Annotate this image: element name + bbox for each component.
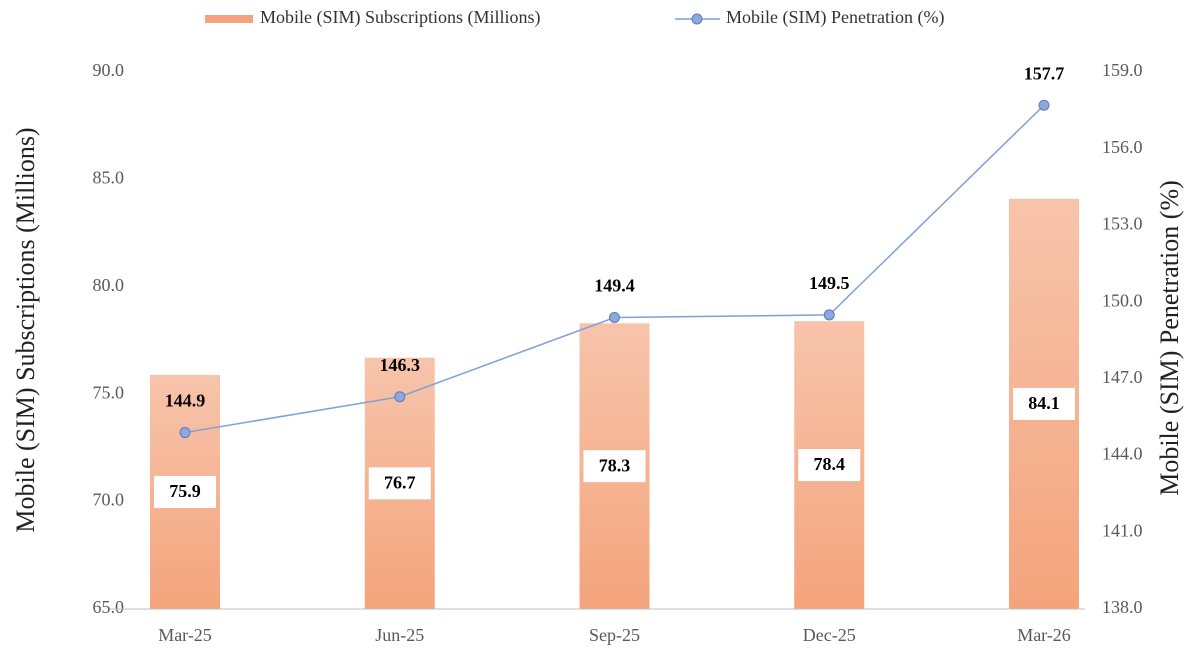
y-tick-label: 90.0	[93, 60, 125, 80]
y2-tick-label: 150.0	[1102, 290, 1143, 310]
y2-tick-label: 159.0	[1102, 60, 1143, 80]
line-label: 157.7	[1024, 63, 1065, 83]
line-marker	[179, 427, 191, 439]
bar-label: 78.4	[814, 454, 846, 474]
y2-tick-label: 141.0	[1102, 520, 1143, 540]
y-tick-label: 85.0	[93, 168, 125, 188]
y-tick-label: 75.0	[93, 382, 125, 402]
x-tick-label: Jun-25	[375, 625, 424, 645]
x-tick-label: Dec-25	[803, 625, 856, 645]
bar-label-box	[798, 449, 861, 482]
legend-swatch	[205, 15, 253, 23]
y-tick-label: 70.0	[93, 490, 125, 510]
y-tick-label: 80.0	[93, 275, 125, 295]
line-label: 144.9	[165, 391, 206, 411]
legend-label: Mobile (SIM) Subscriptions (Millions)	[260, 7, 541, 28]
line-marker	[823, 309, 835, 321]
line-label: 146.3	[380, 355, 421, 375]
y2-tick-label: 144.0	[1102, 444, 1143, 464]
legend-label: Mobile (SIM) Penetration (%)	[726, 7, 944, 28]
line-label: 149.4	[594, 276, 635, 296]
bar-label: 78.3	[599, 455, 631, 475]
line-marker	[1038, 99, 1050, 111]
legend-swatch	[691, 13, 703, 25]
line-label: 149.5	[809, 273, 850, 293]
y2-axis-title: Mobile (SIM) Penetration (%)	[1155, 180, 1184, 496]
bar-label-box	[368, 467, 431, 500]
bar-label-box	[1013, 387, 1075, 420]
x-tick-label: Mar-25	[158, 625, 212, 645]
bar-label: 75.9	[169, 481, 201, 501]
y2-tick-label: 153.0	[1102, 214, 1143, 234]
x-tick-label: Sep-25	[589, 625, 640, 645]
bar-label-box	[154, 475, 216, 508]
y-tick-label: 65.0	[93, 597, 125, 617]
line-marker	[394, 391, 406, 403]
bar-label: 84.1	[1028, 393, 1060, 413]
x-tick-label: Mar-26	[1017, 625, 1071, 645]
y2-tick-label: 138.0	[1102, 597, 1143, 617]
y2-tick-label: 156.0	[1102, 137, 1143, 157]
line-marker	[609, 311, 620, 323]
bar-label-box	[583, 450, 646, 483]
y2-tick-label: 147.0	[1102, 367, 1143, 387]
y-axis-title: Mobile (SIM) Subscriptions (Millions)	[11, 127, 40, 532]
bar-label: 76.7	[384, 472, 416, 492]
